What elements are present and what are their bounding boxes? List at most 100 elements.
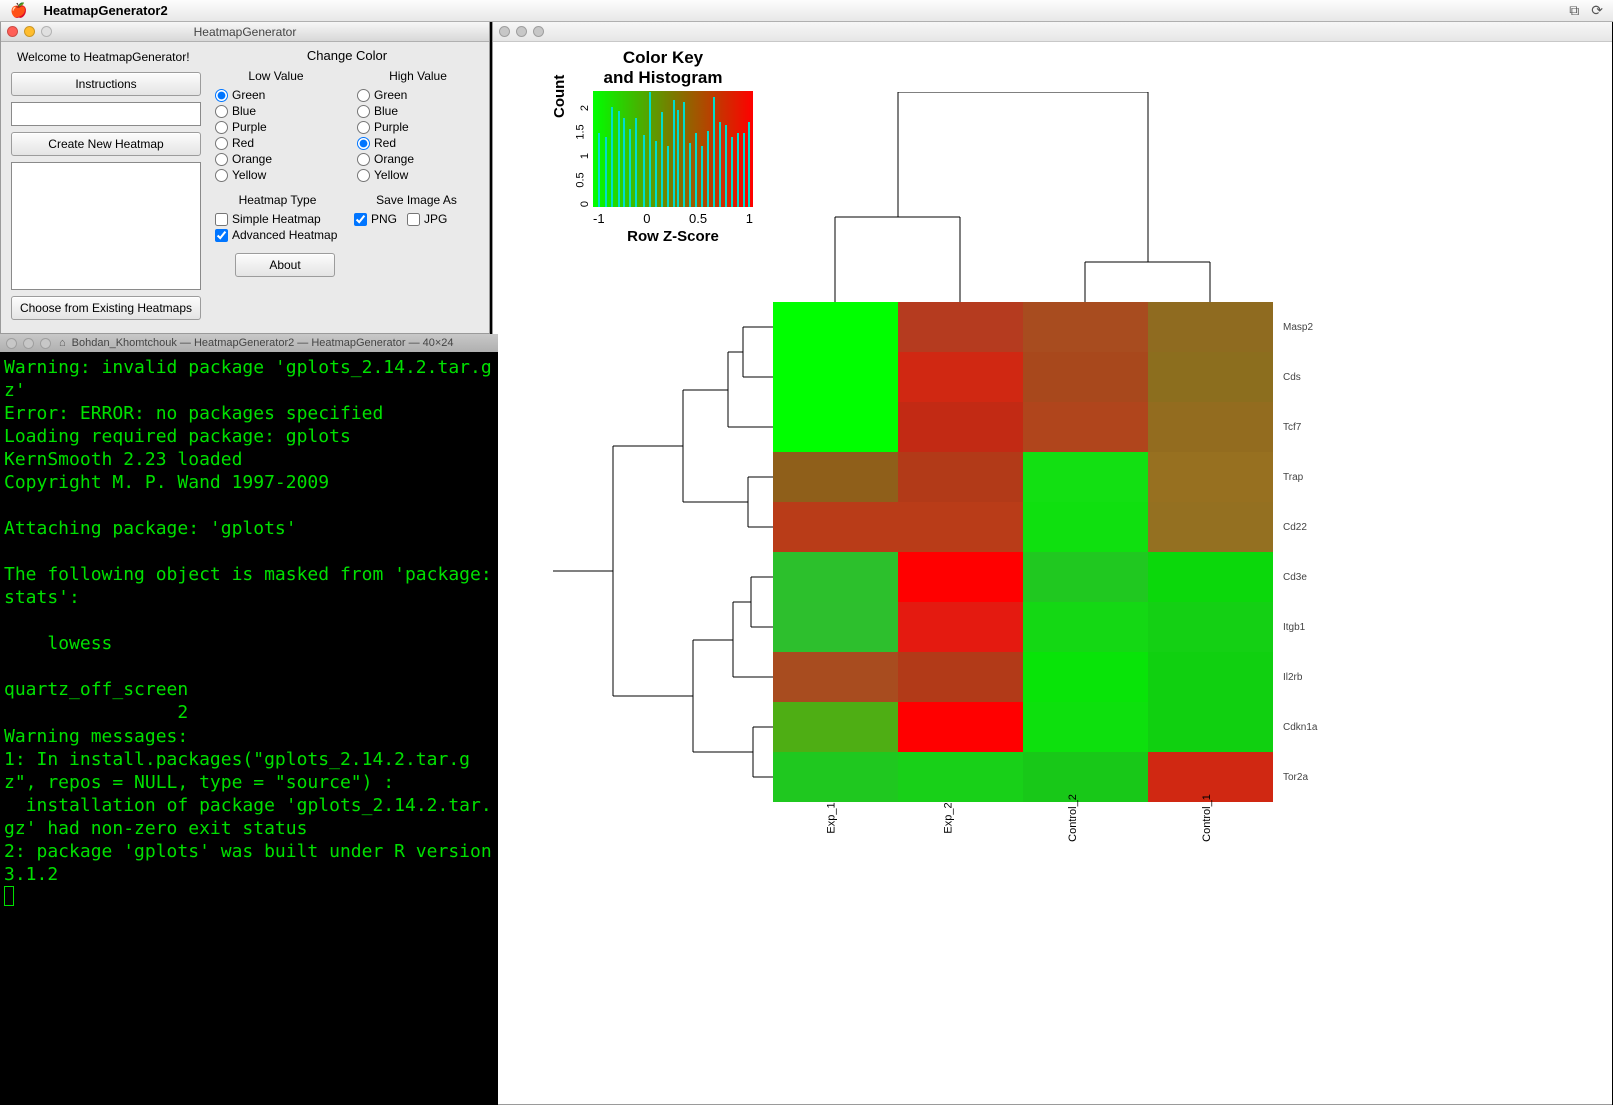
low-value-group: Low Value GreenBluePurpleRedOrangeYellow xyxy=(215,69,337,183)
heatmap-type-simple-heatmap-checkbox[interactable]: Simple Heatmap xyxy=(215,211,340,227)
terminal-titlebar[interactable]: ⌂ Bohdan_Khomtchouk — HeatmapGenerator2 … xyxy=(0,334,498,352)
high-blue-radio[interactable]: Blue xyxy=(357,103,479,119)
terminal-title: Bohdan_Khomtchouk — HeatmapGenerator2 — … xyxy=(72,337,454,349)
high-value-title: High Value xyxy=(357,69,479,83)
choose-existing-button[interactable]: Choose from Existing Heatmaps xyxy=(11,296,201,320)
high-yellow-radio[interactable]: Yellow xyxy=(357,167,479,183)
heatmap-cell xyxy=(773,702,898,752)
heatmap-cell xyxy=(898,602,1023,652)
color-key-ylabel: Count xyxy=(551,75,568,118)
heatmap-cell xyxy=(898,702,1023,752)
color-key-yticks: 21.510.50 xyxy=(573,102,588,210)
heatmap-cell xyxy=(898,652,1023,702)
heatmap-cell xyxy=(773,652,898,702)
heatmap-type-group: Heatmap Type Simple HeatmapAdvanced Heat… xyxy=(215,193,340,243)
heatmap-cell xyxy=(898,452,1023,502)
close-icon[interactable] xyxy=(7,26,18,37)
terminal-text: Warning: invalid package 'gplots_2.14.2.… xyxy=(4,357,503,885)
existing-heatmaps-list[interactable] xyxy=(11,162,201,290)
color-key-gradient xyxy=(593,91,753,207)
low-red-radio[interactable]: Red xyxy=(215,135,337,151)
control-title: HeatmapGenerator xyxy=(1,25,489,39)
close-icon[interactable] xyxy=(499,26,510,37)
file-input[interactable] xyxy=(11,102,201,126)
low-yellow-radio[interactable]: Yellow xyxy=(215,167,337,183)
row-label: Itgb1 xyxy=(1283,622,1317,633)
plot-titlebar[interactable] xyxy=(493,22,1612,42)
cursor-icon xyxy=(4,886,14,906)
row-label: Il2rb xyxy=(1283,672,1317,683)
heatmap-cell xyxy=(1023,302,1148,352)
instructions-button[interactable]: Instructions xyxy=(11,72,201,96)
control-titlebar[interactable]: HeatmapGenerator xyxy=(1,22,489,42)
low-value-title: Low Value xyxy=(215,69,337,83)
save-as-title: Save Image As xyxy=(354,193,479,207)
save-as-group: Save Image As PNG JPG xyxy=(354,193,479,243)
high-purple-radio[interactable]: Purple xyxy=(357,119,479,135)
heatmap-cell xyxy=(1023,652,1148,702)
left-column: Welcome to HeatmapGenerator! Instruction… xyxy=(11,48,201,320)
low-purple-radio[interactable]: Purple xyxy=(215,119,337,135)
home-icon: ⌂ xyxy=(59,337,66,349)
color-key-title2: and Histogram xyxy=(533,68,793,88)
heatmap-cell xyxy=(773,602,898,652)
row-label: Tcf7 xyxy=(1283,422,1317,433)
row-label: Tor2a xyxy=(1283,772,1317,783)
heatmap-cell xyxy=(1148,702,1273,752)
minimize-icon[interactable] xyxy=(24,26,35,37)
minimize-icon[interactable] xyxy=(516,26,527,37)
heatmap-type-advanced-heatmap-checkbox[interactable]: Advanced Heatmap xyxy=(215,227,340,243)
close-icon[interactable] xyxy=(6,338,17,349)
terminal-traffic-lights[interactable] xyxy=(6,338,51,349)
heatmap-cell xyxy=(1148,452,1273,502)
welcome-label: Welcome to HeatmapGenerator! xyxy=(11,48,201,66)
sync-icon[interactable]: ⟳ xyxy=(1591,2,1603,19)
heatmap-cell xyxy=(1023,602,1148,652)
heatmap-cell xyxy=(898,752,1023,802)
col-label: Exp_1 xyxy=(825,802,837,833)
high-value-group: High Value GreenBluePurpleRedOrangeYello… xyxy=(357,69,479,183)
about-button[interactable]: About xyxy=(235,253,335,277)
plot-traffic-lights[interactable] xyxy=(499,26,544,37)
osx-menubar: 🍎 HeatmapGenerator2 ⧉ ⟳ xyxy=(0,0,1613,22)
heatmap-cell xyxy=(898,302,1023,352)
maximize-icon[interactable] xyxy=(533,26,544,37)
heatmap-cell xyxy=(1148,552,1273,602)
row-label: Cd22 xyxy=(1283,522,1317,533)
heatmap-cell xyxy=(773,402,898,452)
heatmap-cell xyxy=(1023,452,1148,502)
maximize-icon[interactable] xyxy=(41,26,52,37)
menubar-app-name[interactable]: HeatmapGenerator2 xyxy=(43,3,167,18)
save-jpg-checkbox[interactable]: JPG xyxy=(407,211,447,227)
low-orange-radio[interactable]: Orange xyxy=(215,151,337,167)
heatmap-cell xyxy=(898,502,1023,552)
high-green-radio[interactable]: Green xyxy=(357,87,479,103)
plot-body: Color Key and Histogram Count 21.510.50 … xyxy=(493,42,1612,1104)
column-dendrogram xyxy=(773,92,1273,302)
maximize-icon[interactable] xyxy=(40,338,51,349)
row-label: Trap xyxy=(1283,472,1317,483)
create-heatmap-button[interactable]: Create New Heatmap xyxy=(11,132,201,156)
col-label: Control_2 xyxy=(1067,794,1079,842)
heatmap-cell xyxy=(898,552,1023,602)
col-label: Exp_2 xyxy=(942,802,954,833)
heatmap-cell xyxy=(1023,702,1148,752)
high-orange-radio[interactable]: Orange xyxy=(357,151,479,167)
terminal-body[interactable]: Warning: invalid package 'gplots_2.14.2.… xyxy=(0,352,498,916)
heatmap-cell xyxy=(1023,502,1148,552)
expose-icon[interactable]: ⧉ xyxy=(1569,2,1579,19)
traffic-lights[interactable] xyxy=(7,26,52,37)
minimize-icon[interactable] xyxy=(23,338,34,349)
high-red-radio[interactable]: Red xyxy=(357,135,479,151)
heatmap-cell xyxy=(773,752,898,802)
heatmap-cell xyxy=(1148,652,1273,702)
low-green-radio[interactable]: Green xyxy=(215,87,337,103)
color-key: Color Key and Histogram Count 21.510.50 … xyxy=(533,48,793,245)
heatmap-grid xyxy=(773,302,1273,802)
save-png-checkbox[interactable]: PNG xyxy=(354,211,397,227)
heatmap-cell xyxy=(1148,502,1273,552)
heatmap-type-title: Heatmap Type xyxy=(215,193,340,207)
apple-icon[interactable]: 🍎 xyxy=(10,2,27,19)
low-blue-radio[interactable]: Blue xyxy=(215,103,337,119)
terminal-window: ⌂ Bohdan_Khomtchouk — HeatmapGenerator2 … xyxy=(0,334,498,1105)
